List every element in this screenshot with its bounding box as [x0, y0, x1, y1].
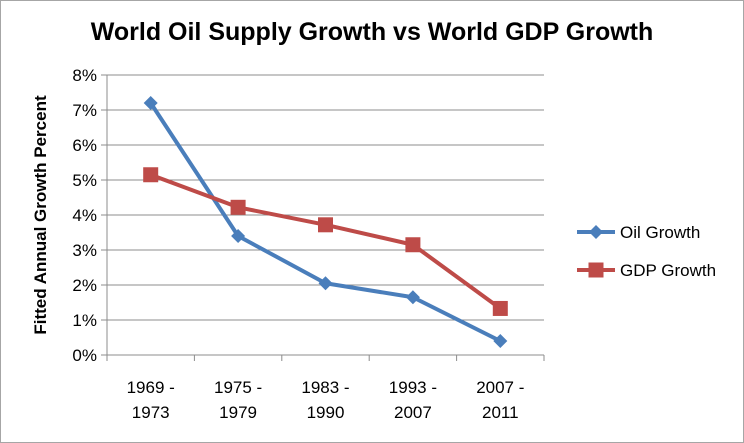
x-tick-label-line: 1983 - [301, 378, 349, 397]
x-tick-label-line: 2007 - [476, 378, 524, 397]
x-tick-label: 1975 - 1979 [214, 378, 262, 422]
data-point-0-2 [318, 276, 333, 291]
legend-label-0: Oil Growth [620, 223, 700, 242]
x-tick-label-line: 1975 - [214, 378, 262, 397]
x-tick-label: 2007 - 2011 [476, 378, 524, 422]
x-tick-label-line: 1990 [307, 403, 345, 422]
data-point-0-0 [143, 96, 158, 110]
y-axis-title: Fitted Annual Growth Percent [31, 95, 50, 335]
x-tick-label-line: 2011 [482, 403, 519, 422]
y-tick-label: 6% [72, 136, 97, 155]
data-point-0-3 [405, 290, 420, 305]
x-tick-label-line: 1969 - [127, 378, 175, 397]
x-tick-label-line: 1993 - [389, 378, 437, 397]
y-tick-label: 1% [72, 311, 97, 330]
y-tick-label: 0% [72, 346, 97, 365]
x-tick-label-line: 1979 [219, 403, 257, 422]
y-tick-label: 3% [72, 241, 97, 260]
data-point-1-1 [230, 199, 246, 215]
x-tick-label-line: 2007 [394, 403, 432, 422]
y-tick-label: 5% [72, 171, 97, 190]
x-tick-label-line: 1973 [132, 403, 170, 422]
legend-label-1: GDP Growth [620, 261, 716, 280]
x-tick-label: 1969 - 1973 [127, 378, 175, 422]
data-point-1-2 [318, 217, 333, 233]
y-tick-label: 2% [72, 276, 97, 295]
data-point-1-4 [492, 300, 508, 316]
data-point-0-1 [231, 229, 246, 243]
data-point-1-3 [405, 237, 421, 253]
y-tick-label: 4% [72, 206, 97, 225]
chart-title: World Oil Supply Growth vs World GDP Gro… [90, 18, 654, 46]
x-tick-label: 1993 - 2007 [389, 378, 437, 422]
x-tick-label: 1983 - 1990 [301, 378, 349, 422]
legend-marker-1 [588, 262, 604, 278]
y-tick-label: 8% [72, 66, 97, 85]
legend-marker-0 [589, 225, 603, 239]
data-point-0-4 [493, 334, 508, 348]
data-point-1-0 [143, 167, 159, 183]
y-tick-label: 7% [72, 101, 97, 120]
